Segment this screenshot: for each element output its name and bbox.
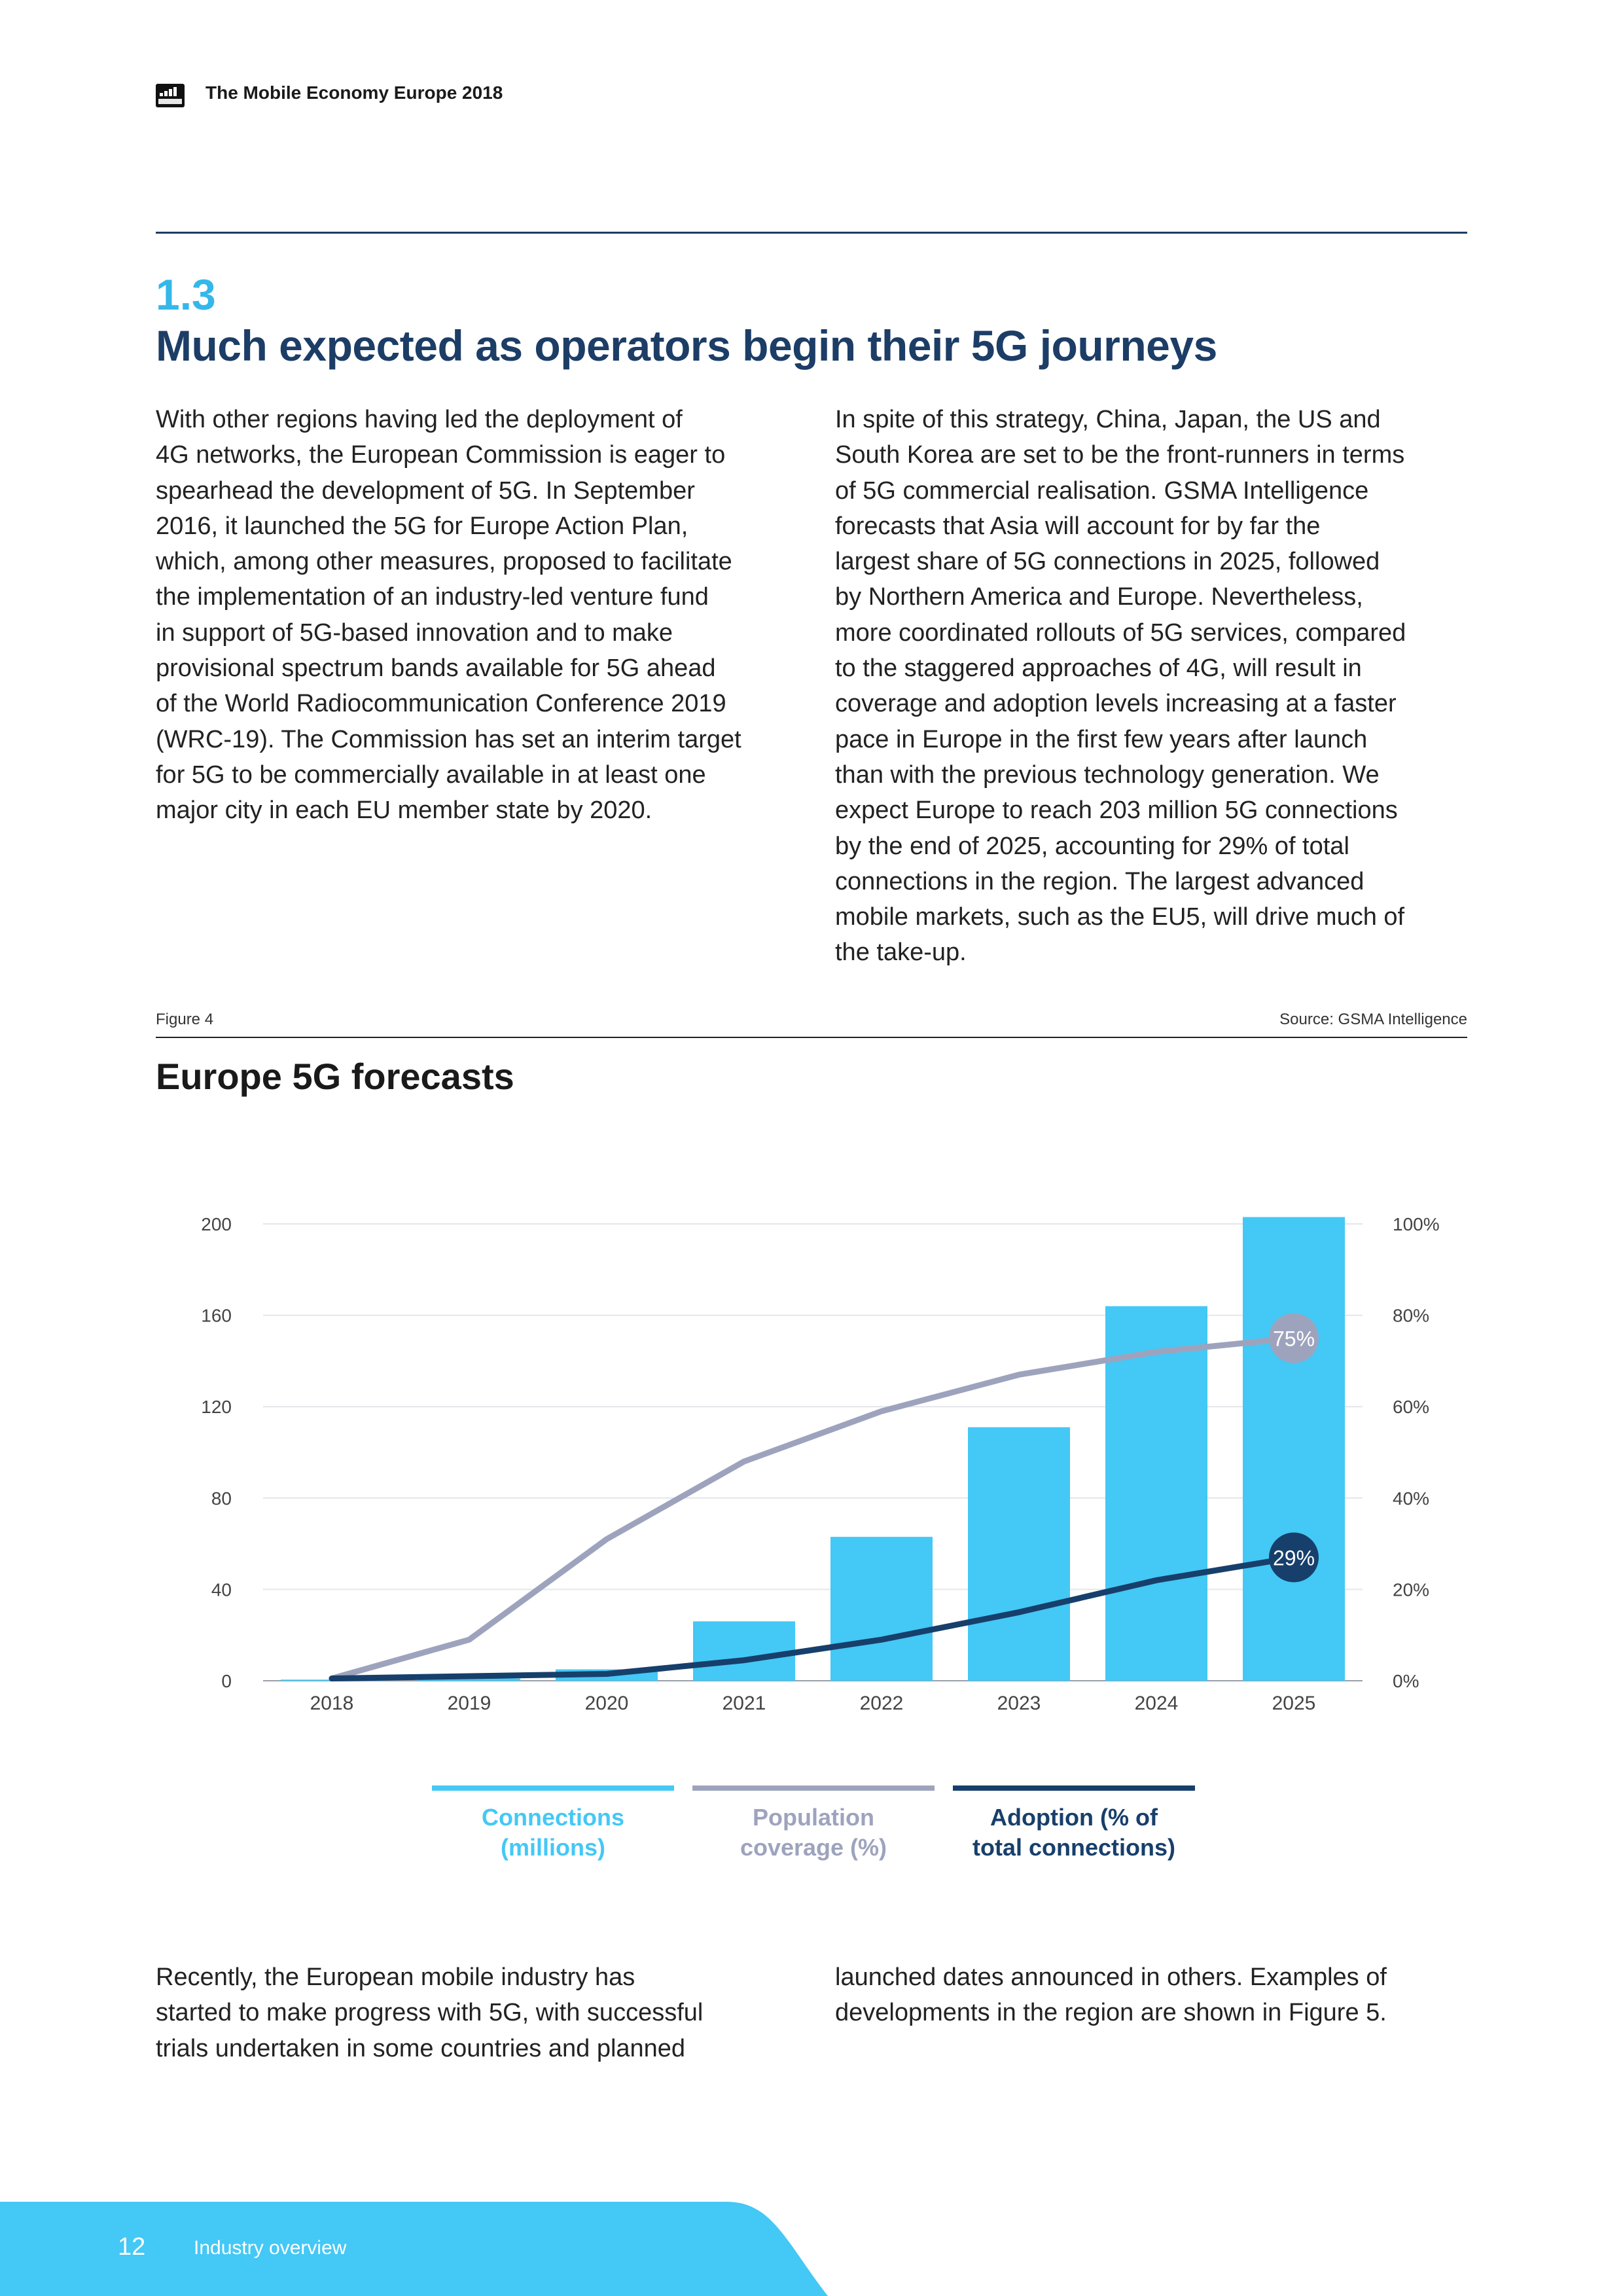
coverage-point (743, 1460, 745, 1462)
connections-bar (693, 1621, 795, 1681)
coverage-point (1018, 1374, 1020, 1376)
legend-adoption-swatch (953, 1785, 1195, 1791)
coverage-point (469, 1639, 470, 1641)
footer-section: Industry overview (194, 2237, 347, 2259)
x-tick-label: 2023 (997, 1693, 1041, 1714)
x-tick-label: 2019 (448, 1693, 491, 1714)
data-label: 29% (1273, 1547, 1315, 1570)
adoption-point (743, 1659, 745, 1661)
forecast-chart: 0 0% 40 20% 80 40% 120 60% 160 80% 200 100% 2018 2019… (201, 1214, 1440, 1714)
legend-coverage: Population coverage (%) (692, 1785, 935, 1863)
x-tick-label: 2022 (860, 1693, 904, 1714)
page-number: 12 (118, 2233, 146, 2261)
x-tick-label: 2018 (310, 1693, 354, 1714)
figure-source: Source: GSMA Intelligence (1279, 1011, 1467, 1028)
adoption-point (331, 1677, 332, 1679)
legend-adoption-label: Adoption (% of total connections) (972, 1804, 1175, 1861)
body-text-right: In spite of this strategy, China, Japan,… (835, 406, 1406, 967)
figure-divider (156, 1037, 1467, 1038)
connections-bar (830, 1537, 933, 1681)
y-right-tick-label: 0% (1393, 1671, 1419, 1691)
x-tick-label: 2020 (585, 1693, 629, 1714)
coverage-point (606, 1538, 607, 1540)
connections-bar (1243, 1217, 1345, 1681)
legend-connections-swatch (432, 1785, 674, 1791)
y-right-tick-label: 100% (1393, 1214, 1440, 1234)
footer-band (0, 2202, 828, 2296)
header-divider (156, 232, 1467, 234)
y-left-tick-label: 120 (201, 1397, 232, 1417)
legend-connections-label: Connections (millions) (481, 1804, 624, 1861)
y-right-tick-label: 80% (1393, 1306, 1429, 1326)
y-right-tick-label: 40% (1393, 1488, 1429, 1509)
section-title: Much expected as operators begin their 5… (156, 321, 1217, 370)
body-text-bottom-right: launched dates announced in others. Exam… (835, 1964, 1387, 2027)
coverage-point (881, 1410, 882, 1412)
adoption-point (881, 1639, 882, 1641)
x-tick-label: 2025 (1272, 1693, 1316, 1714)
body-text-left: With other regions having led the deploy… (156, 406, 741, 825)
legend-coverage-swatch (692, 1785, 935, 1791)
data-label: 75% (1273, 1327, 1315, 1351)
y-left-tick-label: 40 (211, 1579, 232, 1600)
coverage-line (329, 1335, 1297, 1682)
adoption-point (469, 1676, 470, 1677)
connections-bar (418, 1678, 520, 1681)
coverage-point (1156, 1351, 1157, 1353)
report-title: The Mobile Economy Europe 2018 (205, 82, 503, 103)
y-right-tick-label: 20% (1393, 1579, 1429, 1600)
body-text-bottom-left: Recently, the European mobile industry h… (156, 1964, 704, 2062)
y-right-tick-label: 60% (1393, 1397, 1429, 1417)
connections-bar (1105, 1306, 1207, 1681)
section-number: 1.3 (156, 270, 216, 319)
gsma-logo-icon (156, 84, 185, 107)
figure-label: Figure 4 (156, 1011, 214, 1028)
adoption-point (1156, 1579, 1157, 1581)
y-left-tick-label: 0 (221, 1671, 232, 1691)
y-left-tick-label: 200 (201, 1214, 232, 1234)
adoption-point (606, 1673, 607, 1675)
y-left-tick-label: 80 (211, 1488, 232, 1509)
legend-connections: Connections (millions) (432, 1785, 674, 1863)
data-label-badge (1269, 1532, 1319, 1583)
figure-title: Europe 5G forecasts (156, 1056, 514, 1097)
legend-coverage-label: Population coverage (%) (740, 1804, 887, 1861)
adoption-line (329, 1554, 1297, 1682)
connections-bar (968, 1427, 1070, 1681)
data-label-badge (1269, 1313, 1319, 1363)
y-left-tick-label: 160 (201, 1306, 232, 1326)
x-tick-label: 2021 (722, 1693, 766, 1714)
legend-adoption: Adoption (% of total connections) (953, 1785, 1195, 1863)
x-tick-label: 2024 (1135, 1693, 1179, 1714)
adoption-point (1018, 1611, 1020, 1613)
